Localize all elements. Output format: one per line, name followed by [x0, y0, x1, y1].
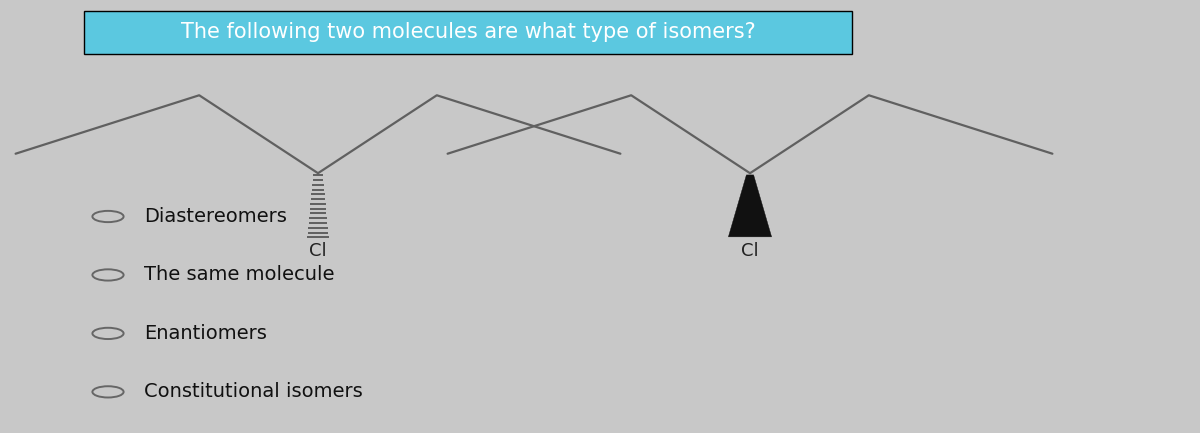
Text: Enantiomers: Enantiomers — [144, 324, 266, 343]
Text: The same molecule: The same molecule — [144, 265, 335, 284]
Text: The following two molecules are what type of isomers?: The following two molecules are what typ… — [181, 23, 755, 42]
Text: Cl: Cl — [742, 242, 758, 260]
Text: Diastereomers: Diastereomers — [144, 207, 287, 226]
Text: Cl: Cl — [310, 242, 326, 260]
FancyBboxPatch shape — [84, 11, 852, 54]
Text: Constitutional isomers: Constitutional isomers — [144, 382, 362, 401]
Polygon shape — [728, 175, 772, 237]
